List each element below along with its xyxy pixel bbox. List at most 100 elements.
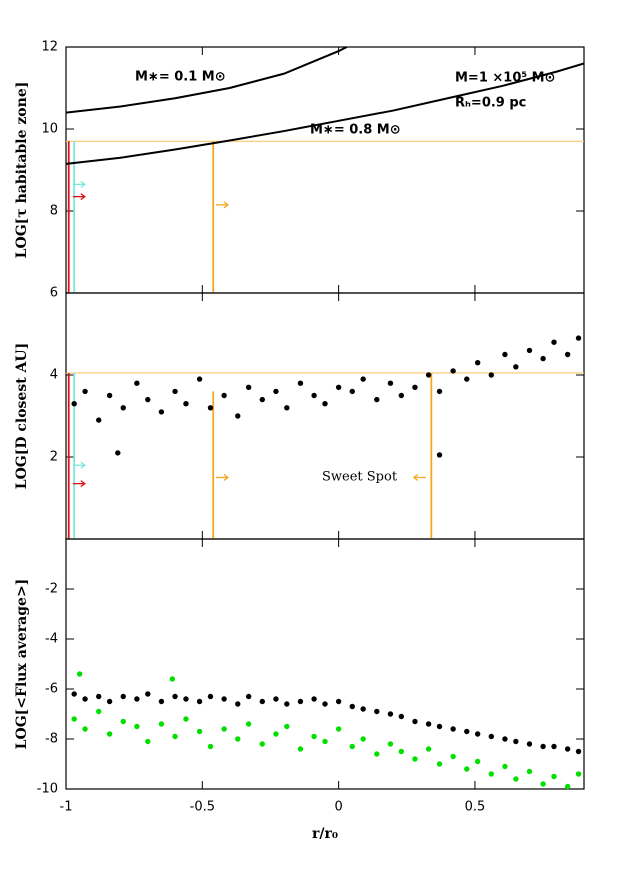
point: [540, 743, 546, 750]
point: [398, 392, 405, 399]
point: [575, 748, 582, 755]
point: [284, 701, 290, 707]
arrow: [215, 201, 230, 209]
point: [551, 743, 557, 750]
point: [76, 671, 83, 677]
point: [526, 347, 533, 354]
point: [436, 388, 443, 395]
point: [374, 751, 380, 757]
point: [551, 339, 557, 345]
arrow: [72, 180, 86, 188]
y-tick-label: -10: [37, 782, 58, 797]
point: [311, 733, 317, 740]
point: [551, 773, 557, 780]
point: [540, 355, 546, 362]
curve: [66, 62, 584, 165]
point: [134, 723, 140, 730]
arrow-head: [80, 193, 86, 201]
x-tick-label: 0: [334, 800, 342, 815]
point: [360, 736, 366, 742]
point: [134, 696, 140, 702]
point: [145, 738, 151, 745]
point: [311, 696, 317, 702]
y-tick-label: 6: [50, 286, 58, 301]
point: [196, 698, 203, 705]
point: [349, 743, 355, 750]
arrow: [215, 473, 230, 482]
point: [398, 713, 405, 720]
annotation: M∗= 0.8 M⊙: [310, 123, 401, 138]
point: [488, 733, 495, 740]
point: [425, 746, 432, 752]
arrow: [72, 193, 86, 201]
point: [96, 693, 102, 700]
y-tick-label: -6: [45, 682, 58, 697]
point: [145, 691, 151, 697]
y-tick-label: -4: [45, 632, 58, 647]
point: [96, 708, 102, 715]
point: [425, 721, 432, 727]
arrow-head: [223, 201, 230, 209]
point: [412, 718, 418, 725]
point: [273, 696, 279, 702]
point: [172, 733, 178, 740]
x-axis-label: r/r₀: [312, 826, 338, 842]
point: [221, 696, 227, 702]
point: [526, 741, 533, 747]
point: [488, 771, 495, 777]
arrow: [412, 473, 426, 482]
arrow-head: [80, 461, 86, 469]
point: [349, 703, 355, 710]
point: [221, 726, 227, 732]
curve: [66, 47, 348, 114]
point: [259, 741, 265, 747]
point: [115, 450, 121, 456]
point: [335, 726, 342, 732]
point: [349, 388, 355, 395]
point: [71, 401, 77, 407]
panel: -10 -8 -6 -4 -2 -1 -0.5 0 0.5 LOG[<Flux average>]…: [14, 538, 585, 842]
point: [183, 716, 189, 722]
y-axis-label: LOG[D closest AU]: [14, 343, 30, 490]
point: [387, 380, 394, 386]
annotation: Sweet Spot: [322, 470, 398, 485]
point: [513, 364, 519, 370]
plot-frame: [65, 538, 585, 790]
point: [436, 452, 443, 458]
point: [172, 388, 178, 395]
point: [273, 731, 279, 737]
point: [387, 711, 394, 717]
point: [106, 392, 113, 399]
arrow-head: [412, 473, 419, 482]
point: [464, 376, 470, 382]
arrow-head: [223, 473, 230, 482]
point: [259, 396, 265, 403]
point: [145, 396, 151, 403]
point: [575, 771, 582, 777]
point: [387, 741, 394, 747]
arrow-head: [80, 180, 86, 188]
point: [134, 380, 140, 386]
point: [82, 388, 88, 395]
panel: 8 10 12 LOG[τ habitable zone] M∗= 0.1 M⊙ M∗= …: [14, 40, 585, 294]
point: [158, 698, 165, 705]
point: [120, 718, 126, 725]
x-tick-label: -0.5: [190, 800, 215, 815]
point: [335, 698, 342, 705]
point: [374, 708, 380, 715]
point: [436, 723, 443, 730]
point: [273, 388, 279, 395]
point: [196, 728, 203, 735]
panel: 2 4 6 LOG[D closest AU] Sweet Spot: [14, 286, 585, 540]
point: [513, 738, 519, 745]
point: [412, 384, 418, 390]
point: [183, 696, 189, 702]
point: [172, 693, 178, 700]
point: [196, 376, 203, 382]
point: [96, 417, 102, 423]
y-tick-label: 10: [41, 122, 58, 137]
point: [464, 766, 470, 772]
point: [207, 743, 214, 750]
point: [71, 691, 77, 697]
